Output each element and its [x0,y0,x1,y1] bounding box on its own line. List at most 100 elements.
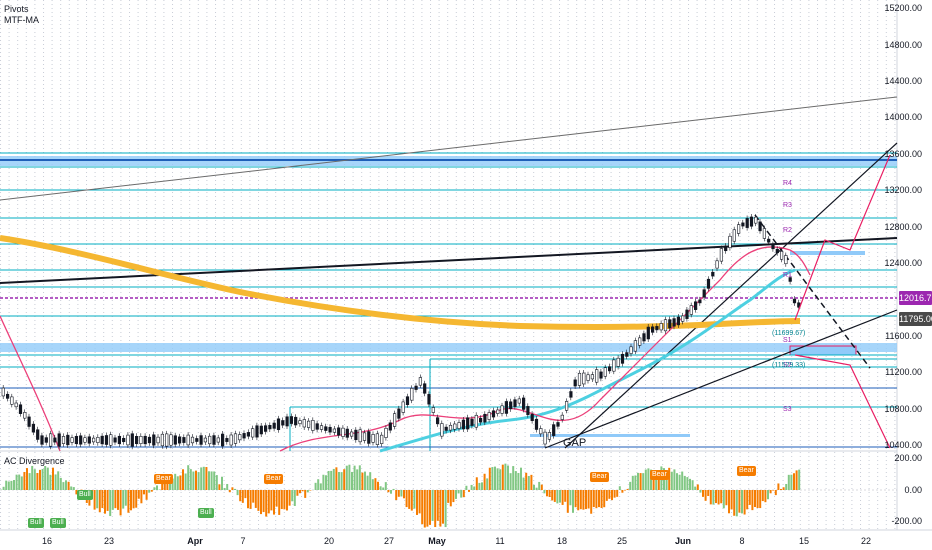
ac-bar [410,490,413,511]
ac-bar [7,481,10,490]
candle [603,367,607,377]
ac-bar [704,490,707,501]
candle [500,405,504,414]
projection-arrow-up[interactable] [794,154,891,321]
candle [27,416,31,427]
ac-bar [288,490,291,506]
ac-bar [166,480,169,490]
channel-lower[interactable] [544,309,898,449]
ac-bar [722,490,725,509]
ac-bar [457,490,460,494]
ac-bar [153,487,156,490]
ac-bar [793,473,795,490]
ac-bar [465,485,468,490]
price-tick: 15200.00 [884,3,922,13]
candle [582,372,586,385]
ac-bar [174,473,177,490]
channel-upper[interactable] [564,142,898,449]
candle [87,436,91,444]
ac-bar [621,490,624,493]
ac-bar [452,490,455,503]
pivot-s1: S1 [783,337,792,344]
ac-bar [676,473,678,490]
candle [10,396,14,405]
projection-arrow-down[interactable] [794,354,891,449]
ac-bar [150,490,153,492]
trendline-top[interactable] [0,96,898,201]
ac-bar [13,479,15,490]
ac-bar [202,466,205,490]
ac-bar [356,469,359,490]
ac-bar [395,490,398,501]
ac-bar [403,490,405,499]
ac-bar [481,482,483,490]
ac-bar [23,471,26,490]
ac-bar [751,490,754,511]
ac-bar [28,473,31,490]
candle [130,433,134,447]
ac-bar [156,485,158,490]
candle [332,428,337,433]
candle [405,396,410,406]
ac-bar [338,472,340,490]
gap-annotation[interactable]: GAP [563,437,587,449]
ac-bar [135,490,138,508]
ac-bar [592,490,595,508]
candle [276,418,281,431]
ac-bar [96,490,99,509]
ac-bar [215,475,218,490]
ac-bar [330,470,333,490]
ac-bar [65,480,67,490]
candle [156,436,160,444]
ac-bar [733,490,736,516]
ac-divergence-label[interactable]: AC Divergence [4,456,65,466]
ac-bar [527,475,530,490]
ac-bar [683,475,686,490]
bear-signal: Bear [650,470,669,480]
ac-bar [270,490,273,511]
ac-bar [98,490,101,513]
candle [504,401,509,414]
ac-bar [26,468,28,490]
ac-bar [460,490,463,498]
ac-bar [31,465,34,490]
ac-bar [260,490,262,515]
candle [470,418,474,426]
ac-bar [296,490,299,496]
candle [259,425,263,435]
ac-bar [192,471,195,490]
candle [104,435,109,445]
candle [208,435,212,445]
ac-bar [15,474,18,490]
ac-bar [579,490,582,510]
mtf-ma-label[interactable]: MTF-MA [4,15,39,25]
pivots-label[interactable]: Pivots [4,4,29,14]
bear-signal: Bear [737,466,756,476]
ac-bar [293,490,296,506]
ac-bar [556,490,559,504]
ac-bar [57,471,60,490]
date-tick: 20 [323,536,335,546]
ac-bar [93,490,96,510]
ac-bar [709,490,712,505]
trendline-main[interactable] [0,237,898,284]
ac-bar [702,490,704,497]
date-tick: Jun [674,536,692,546]
ac-bar [314,482,317,490]
ac-bar [332,468,335,490]
ac-bar [241,490,244,503]
candle [711,271,715,277]
candle [242,433,246,439]
ac-bar [223,487,226,490]
candle [337,427,341,436]
dashed-projection[interactable] [754,214,871,369]
ac-bar [548,490,551,498]
ac-bar [444,490,447,528]
pivot-s2: S2 [783,362,792,369]
ac-bar [514,471,517,490]
candle [620,353,625,364]
candle [367,431,371,444]
ac-bar [62,482,65,490]
ac-bar [171,478,174,490]
